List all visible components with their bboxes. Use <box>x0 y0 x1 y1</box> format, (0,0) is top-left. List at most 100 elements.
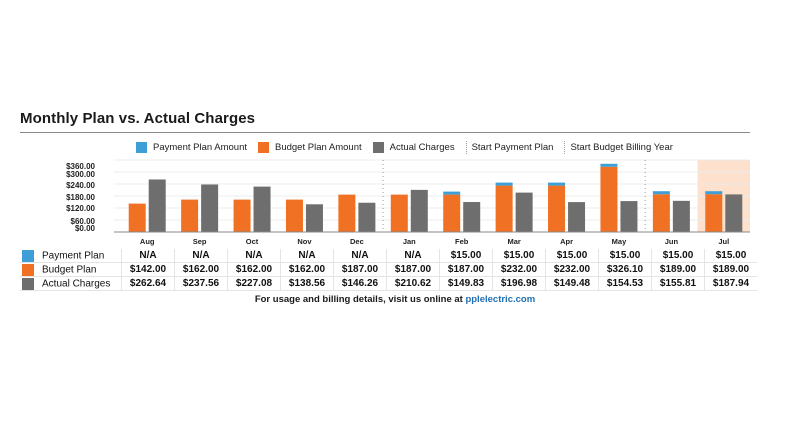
bar-budget-plan <box>600 166 618 232</box>
title-divider <box>20 132 750 133</box>
y-tick-label: $300.00 <box>66 170 95 179</box>
x-tick-label: Sep <box>193 237 207 246</box>
legend-swatch-actual-charges <box>372 141 384 153</box>
bar-actual-charges <box>463 202 481 232</box>
bar-payment-plan <box>495 182 513 186</box>
bar-actual-charges <box>201 184 219 232</box>
bar-budget-plan <box>548 185 566 232</box>
legend-swatch-payment-plan <box>136 141 147 153</box>
row-label-text: Budget Plan <box>42 264 97 275</box>
table-cell: $162.00 <box>280 262 334 277</box>
table-cell: $187.00 <box>333 262 387 277</box>
table-cell: $15.00 <box>704 249 757 263</box>
y-tick-label: $360.00 <box>66 162 95 171</box>
bar-budget-plan <box>338 194 356 232</box>
table-cell: $232.00 <box>545 262 599 277</box>
table-cell: $149.83 <box>439 276 493 291</box>
table-cell: $262.64 <box>121 276 175 291</box>
x-tick-label: Feb <box>455 237 469 246</box>
row-swatch-payment-plan <box>22 249 34 262</box>
row-label: Budget Plan <box>20 262 122 277</box>
bar-chart: $0.00$60.00 $120.00 $180.00 $240.00 $300.00$… <box>66 159 750 246</box>
table-cell: $227.08 <box>227 276 281 291</box>
table-cell: $142.00 <box>121 262 175 277</box>
y-tick-label: $0.00 <box>75 224 96 233</box>
table-cell: N/A <box>333 249 387 263</box>
y-tick-label: $60.00 <box>71 217 96 226</box>
x-tick-label: Aug <box>140 237 155 246</box>
table-cell: $162.00 <box>174 262 228 277</box>
bar-payment-plan <box>652 191 670 195</box>
table-cell: $187.00 <box>386 262 440 277</box>
footer-note: For usage and billing details, visit us … <box>0 294 790 305</box>
y-tick-label: $180.00 <box>66 193 95 202</box>
bar-budget-plan <box>233 199 251 232</box>
table-cell: $15.00 <box>492 249 546 263</box>
table-cell: $138.56 <box>280 276 334 291</box>
table-cell: $237.56 <box>174 276 228 291</box>
x-tick-label: Oct <box>246 237 259 246</box>
x-tick-label: Nov <box>297 237 312 246</box>
table-row-budget-plan: Budget Plan $142.00 $162.00 $162.00 $162.00 $… <box>20 262 757 277</box>
values-table: Payment Plan N/A N/A N/A N/A N/A N/A $15.00 $15.… <box>20 249 757 291</box>
table-cell: $15.00 <box>439 249 493 263</box>
bar-actual-charges <box>253 186 271 232</box>
bar-budget-plan <box>652 194 670 232</box>
legend-item-actual-charges: Actual Charges <box>372 141 455 153</box>
table-cell: N/A <box>121 249 175 263</box>
legend-label-start-budget-billing-year: Start Budget Billing Year <box>570 141 673 153</box>
website-link[interactable]: pplelectric.com <box>465 294 536 305</box>
bar-payment-plan <box>548 182 566 186</box>
row-swatch-budget-plan <box>22 263 34 276</box>
bar-actual-charges <box>568 202 586 232</box>
x-tick-label: May <box>612 237 627 246</box>
legend-dotted-line-icon <box>564 140 566 154</box>
legend-dotted-line-icon <box>465 140 467 154</box>
x-tick-label: Jun <box>665 237 679 246</box>
row-label: Payment Plan <box>20 249 122 263</box>
table-cell: N/A <box>280 249 334 263</box>
bar-actual-charges <box>620 201 638 232</box>
bar-payment-plan <box>600 163 618 167</box>
bar-actual-charges <box>725 194 743 232</box>
table-cell: $187.94 <box>704 276 757 291</box>
bar-budget-plan <box>495 185 513 232</box>
legend-label-actual-charges: Actual Charges <box>389 141 455 153</box>
legend-label-payment-plan: Payment Plan Amount <box>153 141 247 153</box>
legend-label-start-payment-plan: Start Payment Plan <box>471 141 554 153</box>
x-tick-label: Jan <box>403 237 416 246</box>
table-row-actual-charges: Actual Charges $262.64 $237.56 $227.08 $138.… <box>20 276 757 291</box>
y-tick-label: $120.00 <box>66 204 95 213</box>
table-cell: $155.81 <box>651 276 705 291</box>
chart-title: Monthly Plan vs. Actual Charges <box>20 110 256 127</box>
bar-payment-plan <box>705 191 723 195</box>
table-cell: $189.00 <box>704 262 757 277</box>
table-cell: N/A <box>386 249 440 263</box>
table-cell: $232.00 <box>492 262 546 277</box>
legend-label-budget-plan: Budget Plan Amount <box>275 141 362 153</box>
bar-actual-charges <box>305 204 323 232</box>
bar-actual-charges <box>148 179 166 232</box>
x-tick-label: Jul <box>718 237 729 246</box>
legend-item-budget-plan: Budget Plan Amount <box>258 141 362 153</box>
row-swatch-actual-charges <box>22 277 34 290</box>
table-cell: $326.10 <box>598 262 652 277</box>
table-cell: N/A <box>174 249 228 263</box>
table-cell: $15.00 <box>651 249 705 263</box>
table-cell: $210.62 <box>386 276 440 291</box>
legend-swatch-budget-plan <box>258 141 269 153</box>
table-cell: $146.26 <box>333 276 387 291</box>
table-cell: $15.00 <box>545 249 599 263</box>
table-cell: $162.00 <box>227 262 281 277</box>
table-cell: N/A <box>227 249 281 263</box>
table-cell: $187.00 <box>439 262 493 277</box>
bar-payment-plan <box>443 191 461 195</box>
row-label: Actual Charges <box>20 276 122 291</box>
table-cell: $154.53 <box>598 276 652 291</box>
x-tick-label: Dec <box>350 237 364 246</box>
legend-item-start-payment-plan: Start Payment Plan <box>465 140 554 154</box>
bar-actual-charges <box>358 202 376 232</box>
y-tick-label: $240.00 <box>66 181 95 190</box>
table-cell: $196.98 <box>492 276 546 291</box>
table-row-payment-plan: Payment Plan N/A N/A N/A N/A N/A N/A $15.00 $15.… <box>20 249 757 263</box>
